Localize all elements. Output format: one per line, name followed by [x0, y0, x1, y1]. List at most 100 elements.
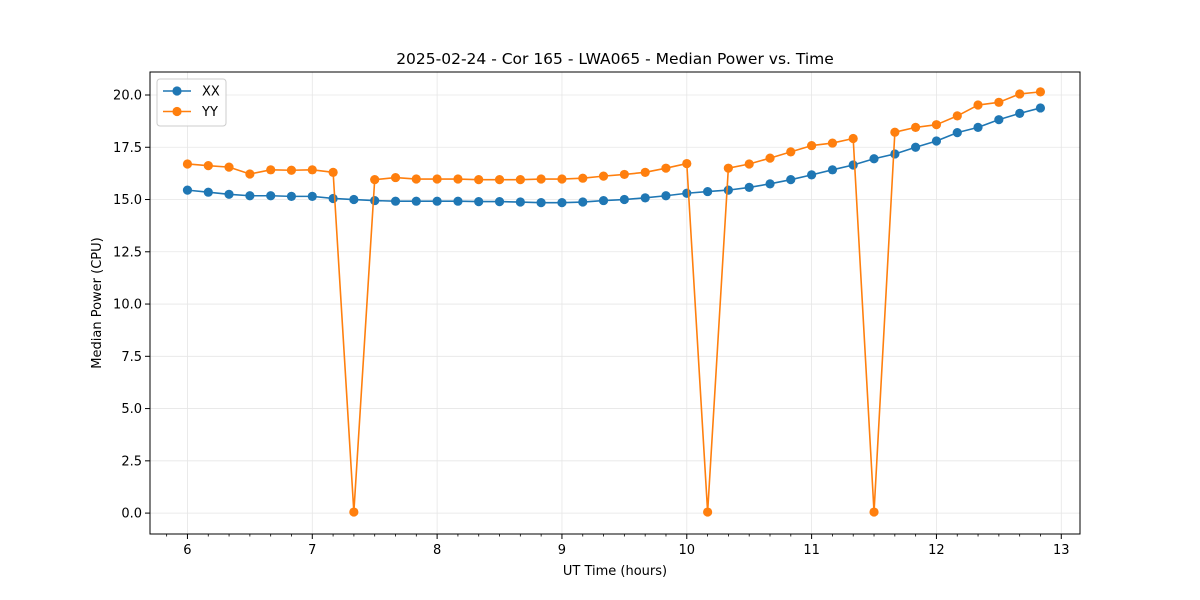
x-tick-label: 12	[928, 543, 945, 558]
data-point-yy	[453, 174, 463, 184]
data-point-xx	[765, 179, 775, 189]
data-point-xx	[682, 188, 692, 198]
data-point-yy	[807, 140, 817, 151]
y-axis-label: Median Power (CPU)	[90, 237, 105, 368]
x-axis-label: UT Time (hours)	[563, 564, 667, 579]
data-point-yy	[1035, 87, 1046, 97]
legend-label-yy: YY	[201, 105, 218, 120]
y-tick-label: 0.0	[121, 507, 142, 522]
data-point-xx	[827, 165, 838, 175]
data-point-xx	[890, 149, 900, 159]
data-point-yy	[661, 163, 671, 173]
x-tick-label: 7	[308, 543, 316, 558]
y-tick-label: 5.0	[121, 402, 142, 417]
series-layer	[182, 87, 1046, 517]
data-point-xx	[224, 189, 234, 199]
data-point-yy	[827, 138, 838, 148]
data-point-yy	[744, 159, 754, 169]
data-point-xx	[744, 182, 754, 192]
data-point-xx	[370, 195, 380, 206]
y-tick-label: 2.5	[121, 454, 142, 469]
data-point-yy	[973, 100, 983, 110]
data-point-xx	[703, 186, 713, 197]
data-point-yy	[536, 174, 546, 184]
data-point-xx	[557, 198, 567, 208]
data-point-xx	[328, 193, 338, 204]
data-point-yy	[432, 174, 442, 184]
data-point-xx	[307, 191, 317, 201]
data-point-xx	[952, 128, 962, 138]
x-tick-label: 9	[558, 543, 566, 558]
data-point-xx	[203, 187, 213, 197]
data-point-xx	[640, 193, 650, 203]
data-point-yy	[349, 507, 359, 517]
chart-title: 2025-02-24 - Cor 165 - LWA065 - Median P…	[396, 50, 834, 68]
data-point-xx	[807, 170, 817, 180]
data-point-xx	[494, 197, 505, 207]
data-point-yy	[994, 97, 1004, 107]
data-point-xx	[869, 154, 879, 164]
data-point-yy	[203, 161, 213, 171]
x-tick-label: 11	[803, 543, 820, 558]
x-tick-label: 6	[183, 543, 191, 558]
y-tick-label: 17.5	[113, 141, 142, 156]
data-point-xx	[578, 197, 588, 207]
data-point-xx	[515, 197, 525, 207]
data-point-xx	[619, 194, 629, 205]
data-point-xx	[1015, 108, 1025, 118]
data-point-yy	[619, 169, 629, 180]
data-point-xx	[910, 142, 921, 152]
data-point-xx	[182, 185, 193, 195]
data-point-xx	[432, 196, 442, 206]
y-tick-label: 20.0	[113, 88, 142, 103]
plot-frame	[149, 71, 1081, 535]
data-point-yy	[640, 167, 650, 177]
data-point-xx	[994, 115, 1004, 125]
data-point-yy	[515, 175, 525, 185]
x-tick-label: 13	[1053, 543, 1070, 558]
data-point-xx	[390, 196, 401, 206]
legend-marker-yy	[172, 106, 182, 117]
data-point-xx	[1035, 103, 1046, 113]
data-point-xx	[266, 191, 276, 201]
legend: XX YY	[156, 78, 227, 127]
data-point-yy	[474, 175, 484, 185]
data-point-yy	[910, 122, 921, 132]
data-point-yy	[286, 165, 297, 175]
data-point-yy	[557, 174, 567, 184]
x-tick-label: 8	[433, 543, 441, 558]
data-point-yy	[703, 507, 713, 517]
legend-marker-xx	[172, 86, 182, 96]
y-tick-label: 10.0	[113, 298, 142, 313]
data-point-yy	[245, 169, 255, 179]
data-point-yy	[328, 167, 338, 177]
data-point-xx	[848, 160, 858, 170]
data-point-yy	[390, 172, 401, 183]
data-point-xx	[786, 175, 796, 185]
legend-label-xx: XX	[202, 85, 220, 100]
data-point-yy	[848, 133, 858, 144]
data-point-yy	[266, 165, 276, 175]
data-point-yy	[224, 162, 234, 172]
data-point-yy	[494, 175, 505, 185]
data-point-yy	[1015, 89, 1025, 99]
data-point-xx	[411, 196, 421, 206]
data-point-xx	[723, 185, 733, 195]
data-point-xx	[453, 196, 463, 206]
data-point-xx	[931, 136, 942, 146]
y-tick-label: 7.5	[121, 350, 142, 365]
axes: 6 7 8 9 10 11 12 13 0.0 2.5 5.0 7.5 10.0 12.5 15.0 17.5…	[113, 88, 1070, 558]
data-point-yy	[952, 111, 962, 121]
data-point-yy	[682, 158, 692, 169]
data-point-yy	[765, 153, 775, 163]
data-point-yy	[307, 165, 317, 175]
data-point-xx	[474, 197, 484, 207]
data-point-yy	[890, 127, 900, 137]
data-point-xx	[973, 122, 983, 132]
data-point-yy	[723, 163, 733, 173]
x-tick-label: 10	[679, 543, 696, 558]
y-tick-label: 15.0	[113, 193, 142, 208]
data-point-yy	[578, 173, 588, 183]
y-tick-label: 12.5	[113, 245, 142, 260]
